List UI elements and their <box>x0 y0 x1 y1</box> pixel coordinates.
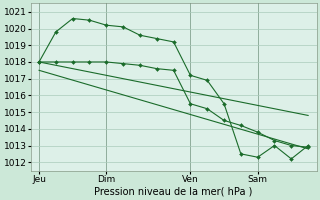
X-axis label: Pression niveau de la mer( hPa ): Pression niveau de la mer( hPa ) <box>94 187 253 197</box>
